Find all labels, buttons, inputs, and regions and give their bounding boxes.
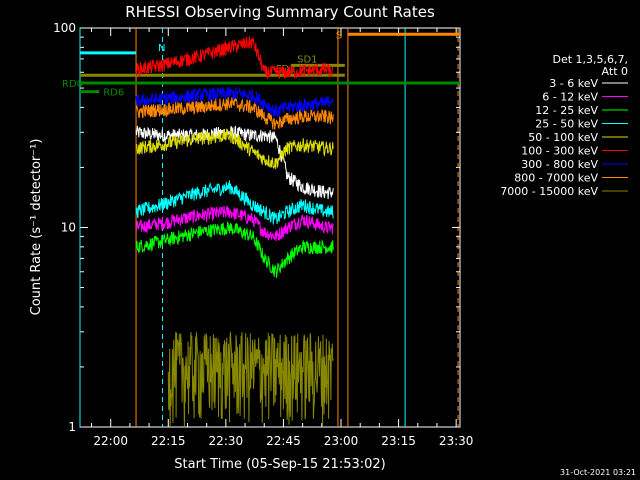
series-line-2 [135,221,334,278]
legend-label-8: 7000 - 15000 keV [500,185,598,198]
legend-label-4: 50 - 100 keV [528,131,598,144]
y-axis-label: Count Rate (s⁻¹ detector⁻¹) [29,139,44,316]
date-stamp: 31-Oct-2021 03:21 [560,468,636,477]
y-tick-label-2: 100 [53,21,76,35]
plot-area: 1 10 100 22:00 22:15 22:30 22:45 23:00 23:15 23:3… [53,21,473,448]
x-tick-label-1: 22:15 [151,434,186,448]
series-line-4 [135,128,334,170]
legend-label-3: 25 - 50 keV [535,118,598,131]
legend-label-6: 300 - 800 keV [521,158,598,171]
legend-header-1: Att 0 [602,65,628,78]
series-line-7 [135,97,334,130]
y-tick-label-0: 1 [68,420,76,434]
series-line-3 [135,180,334,225]
flag-label-rd6: RD6 [103,88,124,99]
y-tick-label-1: 10 [61,221,76,235]
x-tick-label-4: 23:00 [324,434,359,448]
flag-label-n: N [158,43,165,54]
flag-label-rd0: RD0 [62,79,83,90]
series-line-8 [167,331,334,427]
x-tick-label-0: 22:00 [93,434,128,448]
x-axis-label: Start Time (05-Sep-15 21:53:02) [174,457,385,472]
flag-label-s: S [336,30,342,41]
legend-label-5: 100 - 300 keV [521,145,598,158]
legend-label-1: 6 - 12 keV [542,91,598,104]
x-tick-label-6: 23:30 [439,434,474,448]
flag-label-sd1: SD1 [297,54,317,65]
series-line-1 [135,205,334,242]
chart-title: RHESSI Observing Summary Count Rates [125,3,435,21]
series-line-5 [135,36,334,80]
x-tick-label-2: 22:30 [209,434,244,448]
series-line-6 [135,86,334,117]
x-tick-label-5: 23:15 [381,434,416,448]
legend-header-0: Det 1,3,5,6,7, [552,53,628,66]
legend-label-2: 12 - 25 keV [535,104,598,117]
x-tick-label-3: 22:45 [266,434,301,448]
legend-label-0: 3 - 6 keV [549,77,598,90]
legend-label-7: 800 - 7000 keV [514,172,598,185]
